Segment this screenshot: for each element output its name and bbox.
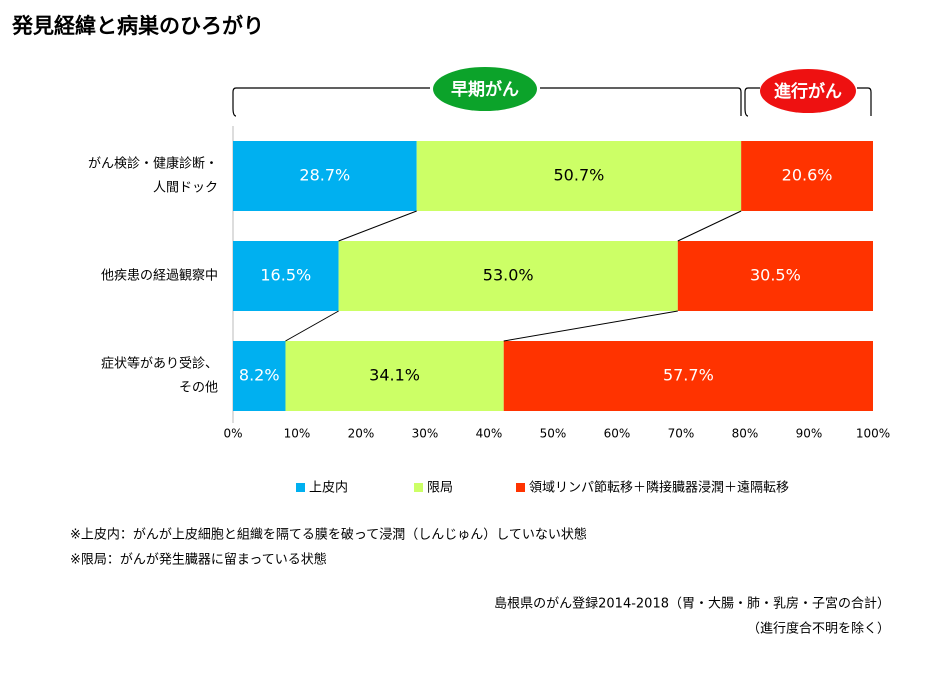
connector-line xyxy=(677,210,742,242)
x-tick-label: 60% xyxy=(604,427,631,441)
legend-swatch xyxy=(516,483,525,492)
value-label: 30.5% xyxy=(750,266,801,285)
bar-segment xyxy=(233,141,417,211)
advanced-badge xyxy=(760,69,856,113)
early-badge xyxy=(433,67,537,111)
advanced-label: 進行がん xyxy=(774,81,842,102)
source: 島根県のがん登録2014-2018（胃・大腸・肺・乳房・子宮の合計） xyxy=(494,596,890,612)
chart-title: 発見経緯と病巣のひろがり xyxy=(11,14,264,38)
x-tick-label: 10% xyxy=(284,427,311,441)
value-label: 20.6% xyxy=(782,166,833,185)
early-bracket xyxy=(232,87,742,117)
value-label: 57.7% xyxy=(663,366,714,385)
footnote: ※上皮内：がんが上皮細胞と組織を隔てる膜を破って浸潤（しんじゅん）していない状態 xyxy=(70,527,587,543)
value-label: 34.1% xyxy=(369,366,420,385)
legend-label: 上皮内 xyxy=(309,480,348,496)
advanced-bracket xyxy=(744,87,872,117)
bar-segment xyxy=(233,241,339,311)
connector-line xyxy=(503,310,678,342)
value-label: 28.7% xyxy=(299,166,350,185)
y-tick-label: がん検診・健康診断・ xyxy=(88,156,218,172)
bar-segment xyxy=(503,341,873,411)
value-label: 16.5% xyxy=(260,266,311,285)
x-tick-label: 20% xyxy=(348,427,375,441)
connector-line xyxy=(285,310,339,342)
x-tick-label: 80% xyxy=(732,427,759,441)
x-tick-label: 30% xyxy=(412,427,439,441)
x-tick-label: 70% xyxy=(668,427,695,441)
y-tick-label: 他疾患の経過観察中 xyxy=(101,269,218,284)
connector-line xyxy=(338,210,417,242)
legend-swatch xyxy=(414,483,423,492)
x-tick-label: 100% xyxy=(856,427,890,441)
source: （進行度合不明を除く） xyxy=(747,621,890,637)
bar-segment xyxy=(416,141,742,211)
value-label: 50.7% xyxy=(554,166,605,185)
x-tick-label: 40% xyxy=(476,427,503,441)
bar-segment xyxy=(285,341,504,411)
y-tick-label: 症状等があり受診、 xyxy=(101,356,218,372)
x-tick-label: 90% xyxy=(796,427,823,441)
y-tick-label: その他 xyxy=(179,381,218,396)
value-label: 8.2% xyxy=(239,366,280,385)
bar-segment xyxy=(233,341,286,411)
bar-segment xyxy=(338,241,678,311)
x-tick-label: 50% xyxy=(540,427,567,441)
footnote: ※限局：がんが発生臓器に留まっている状態 xyxy=(70,552,327,568)
x-tick-label: 0% xyxy=(223,427,242,441)
bar-segment xyxy=(677,241,873,311)
legend-label: 領域リンパ節転移＋隣接臓器浸潤＋遠隔転移 xyxy=(529,480,789,496)
bar-segment xyxy=(741,141,873,211)
early-label: 早期がん xyxy=(451,79,519,100)
legend-label: 限局 xyxy=(427,481,453,496)
legend-swatch xyxy=(296,483,305,492)
y-tick-label: 人間ドック xyxy=(153,181,218,196)
value-label: 53.0% xyxy=(483,266,534,285)
